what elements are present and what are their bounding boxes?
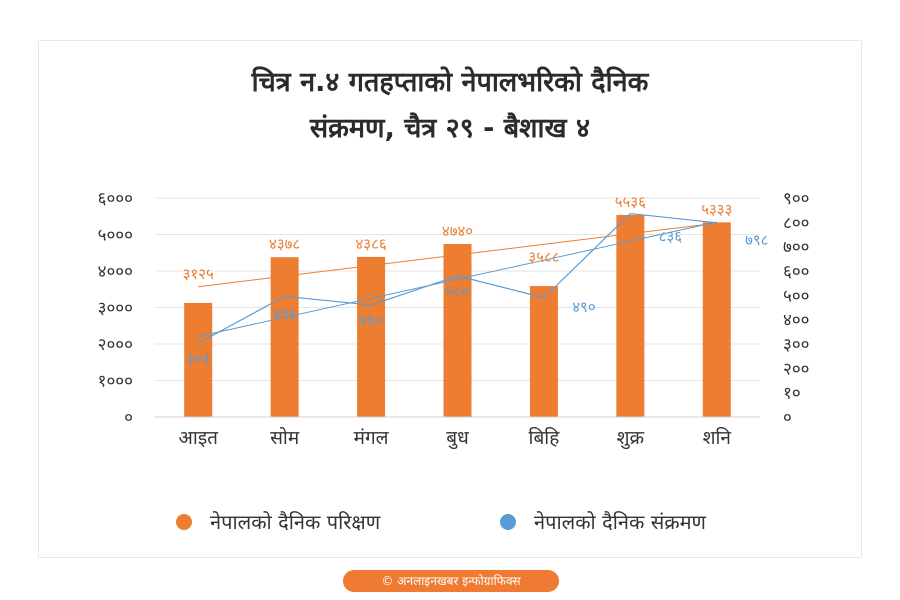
bar [270, 257, 299, 417]
y-right-tick-label: ० [783, 408, 792, 428]
legend-marker-infections [500, 513, 516, 530]
y-left-tick-label: ६००० [98, 189, 133, 209]
legend-marker-tests [176, 513, 192, 530]
y-left-tick-label: २००० [98, 335, 133, 355]
bar [357, 256, 386, 417]
bar [184, 302, 213, 417]
legend-item-infections: नेपालको दैनिक संक्रमण [500, 508, 706, 535]
x-tick-label: मंगल [354, 427, 390, 449]
x-tick-label: आइत [178, 427, 219, 449]
bar [702, 222, 731, 417]
x-tick-label: शनि [703, 426, 732, 449]
y-left-tick-label: ३००० [98, 299, 133, 319]
credit-badge: © अनलाइनखबर इन्फोग्राफिक्स [343, 570, 559, 592]
x-tick-label: बुध [446, 427, 469, 450]
line-data-label: ४९६ [273, 304, 297, 322]
bar [443, 243, 472, 417]
x-tick-label: सोम [270, 426, 300, 449]
chart-title-line1: चित्र न.४ गतहप्ताको नेपालभरिको दैनिक [251, 67, 649, 98]
y-right-tick-label: ८०० [783, 213, 810, 233]
y-left-tick-label: ० [124, 408, 133, 428]
x-tick-label: बिहि [529, 426, 561, 449]
legend-item-tests: नेपालको दैनिक परिक्षण [176, 508, 380, 535]
bar-data-label: ४७४० [442, 222, 473, 240]
bar [616, 214, 645, 417]
bar-data-label: ४३७८ [269, 235, 300, 253]
bar-data-label: ३५८८ [528, 248, 559, 266]
bar-data-label: ५३३३ [701, 200, 732, 218]
line-data-label: ५८० [446, 282, 469, 300]
x-tick-label: शुक्र [617, 427, 645, 450]
line-data-label: ४६० [359, 311, 382, 329]
y-left-tick-label: ५००० [98, 226, 133, 246]
y-right-tick-label: ४०० [783, 311, 810, 331]
y-right-tick-label: ५०० [783, 286, 810, 306]
legend-label-infections: नेपालको दैनिक संक्रमण [534, 510, 707, 534]
bar [529, 286, 558, 417]
y-right-tick-label: ७०० [783, 238, 810, 258]
line-data-label: ७९८ [745, 231, 768, 249]
bar-data-label: ४३८६ [355, 235, 386, 253]
trendline-tests [198, 222, 717, 288]
chart-title-line2: संक्रमण, चैत्र २९ - बैशाख ४ [309, 113, 591, 144]
y-right-tick-label: ६०० [783, 262, 810, 282]
line-data-label: ४९० [572, 298, 595, 316]
y-right-tick-label: ९०० [783, 189, 810, 209]
y-left-tick-label: १००० [98, 372, 133, 392]
trendline-infections [198, 221, 717, 337]
line-infections [197, 212, 717, 344]
line-data-label: ३०३ [187, 349, 210, 367]
y-right-tick-label: १० [783, 384, 801, 404]
y-left-tick-label: ४००० [98, 262, 133, 282]
bar-data-label: ५५३६ [615, 193, 646, 211]
legend-label-tests: नेपालको दैनिक परिक्षण [210, 510, 381, 534]
y-right-tick-label: २०० [783, 359, 810, 379]
line-data-label: ८३६ [659, 228, 683, 246]
y-right-tick-label: ३०० [783, 335, 810, 355]
bar-data-label: ३१२५ [183, 265, 214, 283]
